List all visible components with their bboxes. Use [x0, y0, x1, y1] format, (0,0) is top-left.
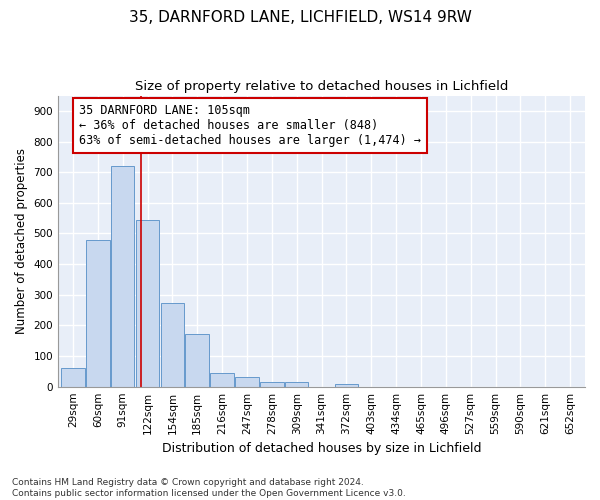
Bar: [86, 240, 110, 386]
Bar: [260, 382, 284, 386]
Bar: [185, 334, 209, 386]
Bar: [285, 382, 308, 386]
Bar: [111, 166, 134, 386]
Bar: [161, 304, 184, 386]
Bar: [61, 368, 85, 386]
Bar: [136, 220, 160, 386]
Text: 35 DARNFORD LANE: 105sqm
← 36% of detached houses are smaller (848)
63% of semi-: 35 DARNFORD LANE: 105sqm ← 36% of detach…: [79, 104, 421, 148]
Text: Contains HM Land Registry data © Crown copyright and database right 2024.
Contai: Contains HM Land Registry data © Crown c…: [12, 478, 406, 498]
Text: 35, DARNFORD LANE, LICHFIELD, WS14 9RW: 35, DARNFORD LANE, LICHFIELD, WS14 9RW: [128, 10, 472, 25]
Bar: [235, 377, 259, 386]
Bar: [210, 372, 234, 386]
Bar: [335, 384, 358, 386]
Title: Size of property relative to detached houses in Lichfield: Size of property relative to detached ho…: [135, 80, 508, 93]
Y-axis label: Number of detached properties: Number of detached properties: [15, 148, 28, 334]
X-axis label: Distribution of detached houses by size in Lichfield: Distribution of detached houses by size …: [162, 442, 481, 455]
